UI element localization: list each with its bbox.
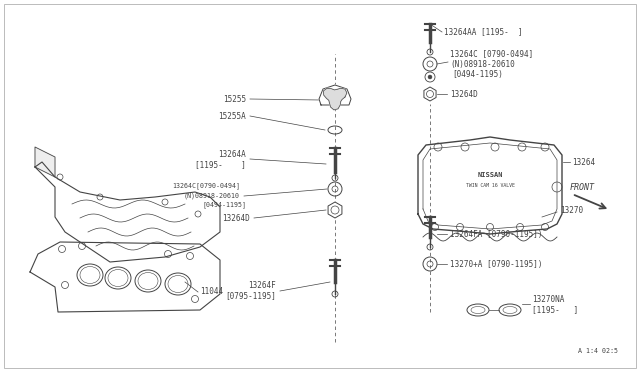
Text: 15255: 15255 (223, 94, 246, 103)
Polygon shape (30, 242, 220, 312)
Text: 13264FA [0790-1195]): 13264FA [0790-1195]) (450, 230, 543, 238)
Text: 11044: 11044 (200, 288, 223, 296)
Text: 13270+A [0790-1195]): 13270+A [0790-1195]) (450, 260, 543, 269)
Text: 13270: 13270 (560, 205, 583, 215)
Text: [0494-1195]: [0494-1195] (202, 202, 246, 208)
Text: 13264F: 13264F (248, 282, 276, 291)
Text: [1195-    ]: [1195- ] (195, 160, 246, 170)
Polygon shape (328, 202, 342, 218)
Text: 13264A: 13264A (218, 150, 246, 158)
Text: 13270NA: 13270NA (532, 295, 564, 304)
Text: (N)08918-20610: (N)08918-20610 (184, 193, 240, 199)
Text: NISSAN: NISSAN (477, 172, 503, 178)
Text: A 1:4 02:5: A 1:4 02:5 (578, 348, 618, 354)
Text: (N)08918-20610: (N)08918-20610 (450, 60, 515, 68)
Polygon shape (324, 88, 347, 110)
Polygon shape (35, 162, 220, 262)
Polygon shape (418, 137, 562, 234)
Text: FRONT: FRONT (570, 183, 595, 192)
Text: [0494-1195): [0494-1195) (452, 70, 503, 78)
Polygon shape (35, 147, 55, 177)
Text: 13264D: 13264D (450, 90, 477, 99)
Text: 13264C[0790-0494]: 13264C[0790-0494] (172, 183, 240, 189)
Text: 15255A: 15255A (218, 112, 246, 121)
Polygon shape (424, 87, 436, 101)
Polygon shape (319, 85, 351, 105)
Text: 13264C [0790-0494]: 13264C [0790-0494] (450, 49, 533, 58)
Text: [0795-1195]: [0795-1195] (225, 292, 276, 301)
Circle shape (428, 75, 432, 79)
Text: 13264D: 13264D (222, 214, 250, 222)
Text: 13264AA [1195-  ]: 13264AA [1195- ] (444, 28, 523, 36)
Text: 13264: 13264 (572, 157, 595, 167)
Text: [1195-   ]: [1195- ] (532, 305, 579, 314)
Text: TWIN CAM 16 VALVE: TWIN CAM 16 VALVE (465, 183, 515, 187)
